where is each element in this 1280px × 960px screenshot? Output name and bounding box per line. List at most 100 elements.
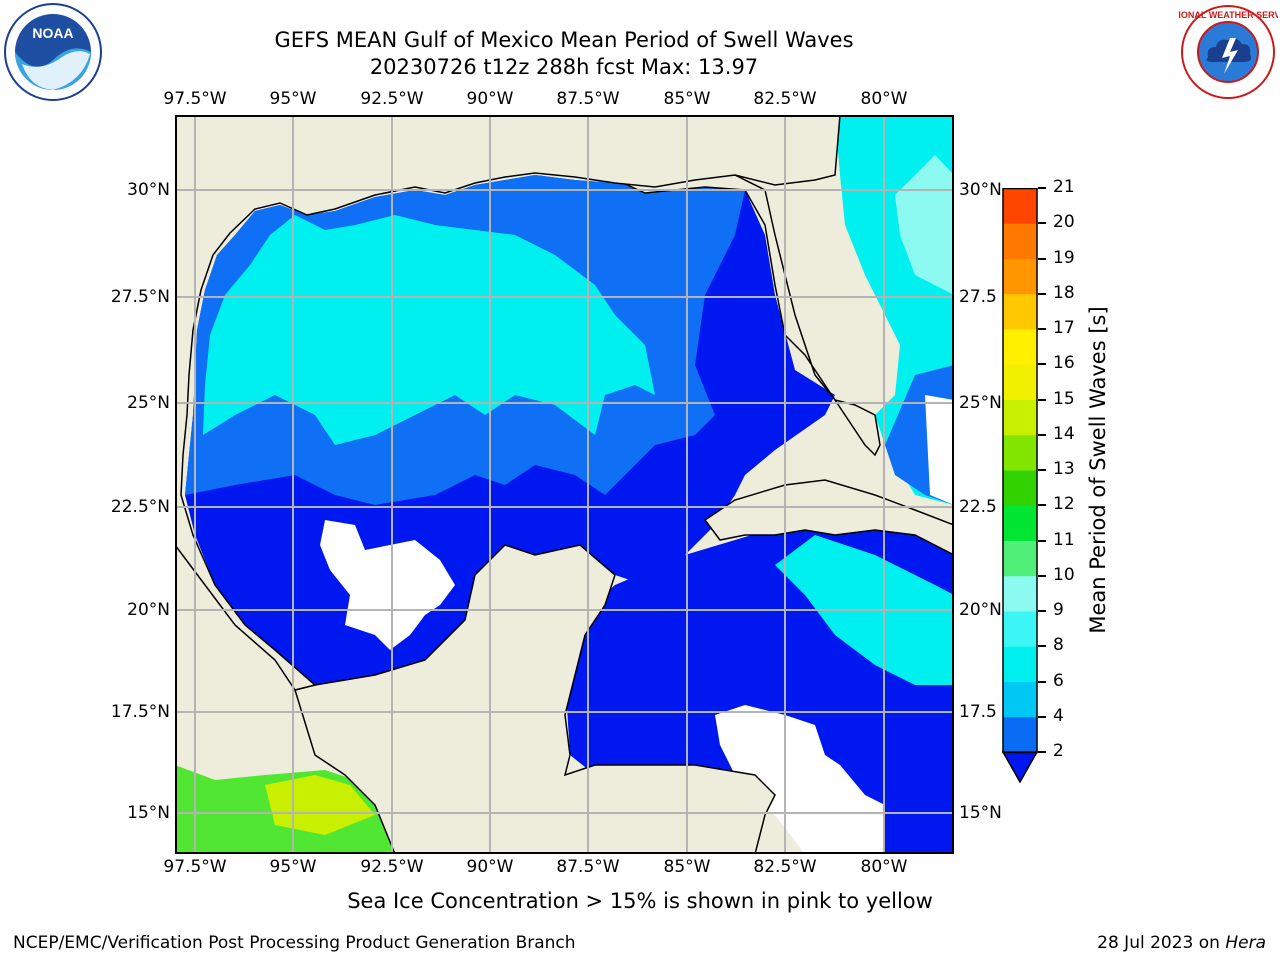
colorbar-tick-label: 16 (1053, 353, 1075, 374)
x-tick-top-3: 92.5°W (360, 89, 424, 109)
colorbar-segment (1003, 293, 1037, 330)
x-tick-bottom-4: 90°W (466, 857, 514, 877)
y-tick-right-3: 25°N (959, 393, 1002, 413)
x-tick-bottom-1: 97.5°W (163, 857, 227, 877)
colorbar-segment (1003, 611, 1037, 647)
colorbar-segment (1003, 434, 1037, 471)
colorbar-segment (1003, 258, 1037, 295)
footer-date: 28 Jul 2023 on Hera (1097, 933, 1266, 953)
colorbar-segment (1003, 470, 1037, 506)
y-tick-right-4: 22.5 (959, 497, 997, 517)
x-tick-top-7: 82.5°W (753, 89, 817, 109)
colorbar-segment (1003, 540, 1037, 577)
x-tick-top-5: 87.5°W (556, 89, 620, 109)
map-panel (174, 114, 955, 855)
map-subtitle: 20230726 t12z 288h fcst Max: 13.97 (369, 55, 759, 79)
colorbar-tick-mark (1038, 328, 1046, 330)
colorbar-tick-mark (1038, 574, 1046, 577)
cuba-land (703, 479, 955, 557)
colorbar-tick-label: 14 (1053, 423, 1075, 444)
svg-text:NATIONAL WEATHER SERVICE: NATIONAL WEATHER SERVICE (1178, 10, 1278, 20)
colorbar-tick-label: 10 (1053, 564, 1075, 585)
colorbar-tick-label: 13 (1053, 459, 1075, 479)
x-tick-top-4: 90°W (466, 89, 514, 109)
colorbar-tick-label: 8 (1053, 635, 1064, 656)
y-tick-right-6: 17.5 (959, 702, 997, 722)
colorbar-tick-mark (1038, 222, 1046, 225)
y-tick-left-5: 20°N (127, 600, 170, 620)
colorbar-title: Mean Period of Swell Waves [s] (1086, 306, 1110, 634)
colorbar-extend-triangle (1001, 751, 1039, 784)
colorbar-tick-label: 6 (1053, 670, 1064, 691)
sea-ice-note: Sea Ice Concentration > 15% is shown in … (347, 889, 933, 913)
colorbar-segment (1003, 188, 1037, 224)
colorbar-segment (1003, 716, 1037, 753)
x-tick-top-8: 80°W (860, 89, 908, 109)
y-tick-left-6: 17.5°N (110, 702, 170, 722)
colorbar-segment (1003, 646, 1037, 682)
y-tick-left-1: 30°N (127, 180, 170, 200)
colorbar-tick-label: 18 (1053, 282, 1075, 303)
colorbar (1001, 187, 1039, 784)
y-tick-right-7: 15°N (959, 803, 1002, 823)
colorbar-tick-label: 12 (1053, 494, 1075, 515)
x-tick-top-6: 85°W (663, 89, 711, 109)
x-tick-bottom-2: 95°W (269, 857, 317, 877)
colorbar-tick-label: 2 (1053, 741, 1064, 761)
colorbar-segment (1003, 364, 1037, 400)
y-tick-right-2: 27.5 (959, 287, 997, 307)
nws-logo: NATIONAL WEATHER SERVICE (1161, 2, 1280, 106)
colorbar-tick-mark (1038, 680, 1046, 683)
colorbar-graphic (1001, 187, 1039, 784)
colorbar-tick-label: 9 (1053, 600, 1064, 620)
colorbar-tick-label: 15 (1053, 388, 1075, 409)
colorbar-tick-mark (1038, 187, 1046, 189)
map-canvas (174, 114, 955, 855)
x-tick-bottom-8: 80°W (860, 857, 908, 877)
x-tick-bottom-7: 82.5°W (753, 857, 817, 877)
x-tick-bottom-5: 87.5°W (556, 857, 620, 877)
y-tick-left-7: 15°N (127, 803, 170, 823)
x-tick-top-1: 97.5°W (163, 89, 227, 109)
colorbar-tick-label: 17 (1053, 318, 1075, 338)
colorbar-tick-mark (1038, 469, 1046, 471)
colorbar-tick-mark (1038, 504, 1046, 507)
x-tick-top-2: 95°W (269, 89, 317, 109)
yucatan-land (294, 544, 776, 855)
colorbar-tick-label: 21 (1053, 177, 1075, 197)
y-tick-left-2: 27.5°N (110, 287, 170, 307)
y-tick-left-3: 25°N (127, 393, 170, 413)
colorbar-tick-mark (1038, 645, 1046, 648)
colorbar-tick-mark (1038, 539, 1046, 542)
y-tick-right-5: 20°N (959, 600, 1002, 620)
colorbar-segment (1003, 681, 1037, 718)
colorbar-tick-mark (1038, 363, 1046, 366)
y-tick-left-4: 22.5°N (110, 497, 170, 517)
graticule (175, 115, 954, 854)
colorbar-tick-label: 4 (1053, 705, 1064, 726)
colorbar-tick-label: 11 (1053, 529, 1075, 550)
x-tick-bottom-6: 85°W (663, 857, 711, 877)
colorbar-segment (1003, 223, 1037, 259)
map-title: GEFS MEAN Gulf of Mexico Mean Period of … (274, 28, 854, 52)
colorbar-tick-mark (1038, 610, 1046, 612)
colorbar-tick-mark (1038, 398, 1046, 401)
colorbar-segment (1003, 399, 1037, 436)
footer-host: Hera (1225, 933, 1266, 953)
colorbar-tick-mark (1038, 292, 1046, 295)
colorbar-segment (1003, 575, 1037, 612)
colorbar-tick-mark (1038, 751, 1046, 753)
noaa-logo: NOAA (2, 2, 104, 106)
svg-text:NOAA: NOAA (32, 25, 73, 41)
footer-credit: NCEP/EMC/Verification Post Processing Pr… (13, 933, 576, 953)
colorbar-outline (1002, 187, 1038, 754)
colorbar-segment (1003, 505, 1037, 541)
colorbar-tick-label: 20 (1053, 212, 1075, 233)
colorbar-tick-mark (1038, 715, 1046, 718)
colorbar-tick-mark (1038, 433, 1046, 436)
x-tick-bottom-3: 92.5°W (360, 857, 424, 877)
colorbar-tick-mark (1038, 257, 1046, 260)
y-tick-right-1: 30°N (959, 180, 1002, 200)
colorbar-tick-label: 19 (1053, 247, 1075, 268)
colorbar-segment (1003, 329, 1037, 365)
